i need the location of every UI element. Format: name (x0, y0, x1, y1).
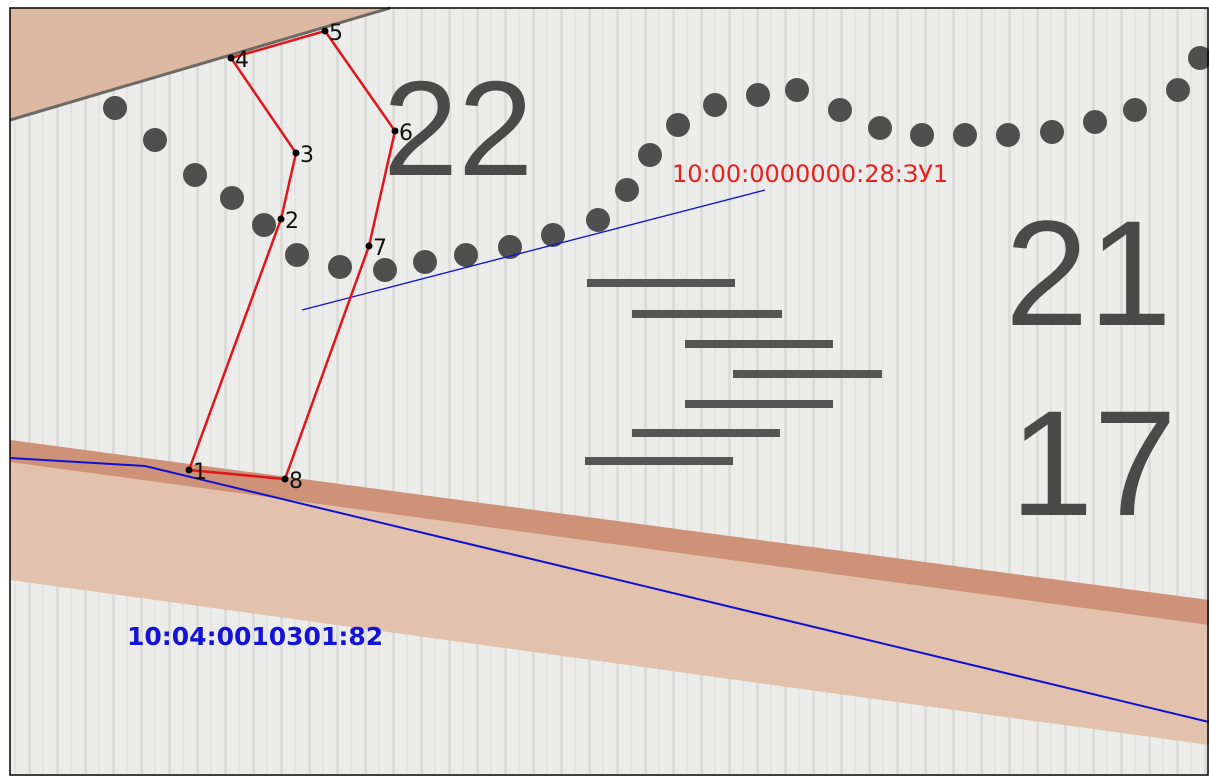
point-label: 7 (373, 236, 387, 261)
map-view: 22 21 17 12345678 10:00:0000000:28:ЗУ1 1… (0, 0, 1209, 776)
point-marker (392, 128, 399, 135)
dot (746, 83, 770, 107)
point-marker (366, 243, 373, 250)
dot (868, 116, 892, 140)
dot (615, 178, 639, 202)
dot (373, 258, 397, 282)
parcel-label: 10:00:0000000:28:ЗУ1 (672, 160, 948, 188)
dot (252, 213, 276, 237)
point-label: 4 (235, 48, 249, 73)
map-number: 21 (1005, 189, 1172, 357)
point-marker (186, 467, 193, 474)
dot (143, 128, 167, 152)
point-marker (278, 216, 285, 223)
dot (638, 143, 662, 167)
dot (1083, 110, 1107, 134)
point-label: 5 (329, 21, 343, 46)
dot (103, 96, 127, 120)
dot (953, 123, 977, 147)
point-marker (282, 476, 289, 483)
dot (1166, 78, 1190, 102)
dot (910, 123, 934, 147)
point-label: 6 (399, 121, 413, 146)
dot (1040, 120, 1064, 144)
dot (454, 243, 478, 267)
dot (586, 208, 610, 232)
point-marker (228, 55, 235, 62)
dot (498, 235, 522, 259)
dot (785, 78, 809, 102)
point-label: 3 (300, 143, 314, 168)
dot (328, 255, 352, 279)
dot (183, 163, 207, 187)
point-marker (293, 150, 300, 157)
dot (1123, 98, 1147, 122)
dot (220, 186, 244, 210)
dot (413, 250, 437, 274)
map-number: 17 (1010, 379, 1177, 547)
dot (828, 98, 852, 122)
point-label: 1 (193, 460, 207, 485)
dot (666, 113, 690, 137)
dot (285, 243, 309, 267)
point-marker (322, 28, 329, 35)
dot (703, 93, 727, 117)
point-label: 8 (289, 469, 303, 494)
neighbor-label: 10:04:0010301:82 (127, 622, 383, 651)
point-label: 2 (285, 209, 299, 234)
dot (996, 123, 1020, 147)
